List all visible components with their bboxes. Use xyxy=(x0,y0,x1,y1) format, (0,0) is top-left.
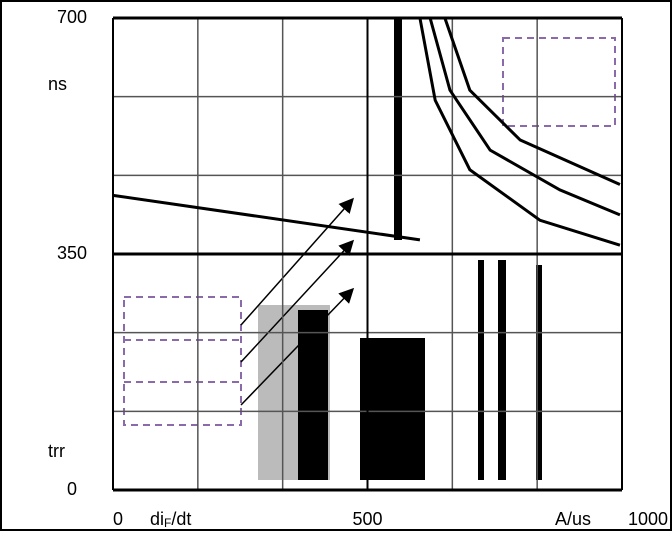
x-label-main: di xyxy=(150,509,164,529)
series-line xyxy=(428,17,621,217)
y-tick-label: 350 xyxy=(57,243,87,263)
series-line xyxy=(418,17,621,247)
x-tick-label: 1000 xyxy=(628,509,668,529)
series-line xyxy=(443,17,621,186)
series-line xyxy=(112,193,421,242)
dark-bar xyxy=(498,260,506,480)
x-label-rest: /dt xyxy=(171,509,191,529)
arrow xyxy=(240,239,355,363)
dark-bar xyxy=(536,265,542,480)
y-unit-label: ns xyxy=(48,74,67,94)
dashed-box xyxy=(502,37,616,127)
x-unit-label: A/us xyxy=(555,509,591,529)
dark-bar xyxy=(478,260,484,480)
arrow xyxy=(240,197,354,326)
dark-block xyxy=(298,310,328,480)
y-tick-label: 0 xyxy=(67,479,77,499)
dashed-box xyxy=(123,296,242,426)
y-axis-label: trr xyxy=(48,441,65,461)
y-tick-label: 700 xyxy=(57,7,87,27)
dark-bar xyxy=(394,18,402,240)
scan-artifacts xyxy=(123,18,616,480)
x-axis-label: diF/dt xyxy=(150,509,191,530)
dark-block xyxy=(360,338,425,480)
x-tick-label: 0 xyxy=(113,509,123,529)
x-tick-label: 500 xyxy=(352,509,382,529)
x-label-sub: F xyxy=(164,516,171,530)
arrow xyxy=(240,287,355,406)
